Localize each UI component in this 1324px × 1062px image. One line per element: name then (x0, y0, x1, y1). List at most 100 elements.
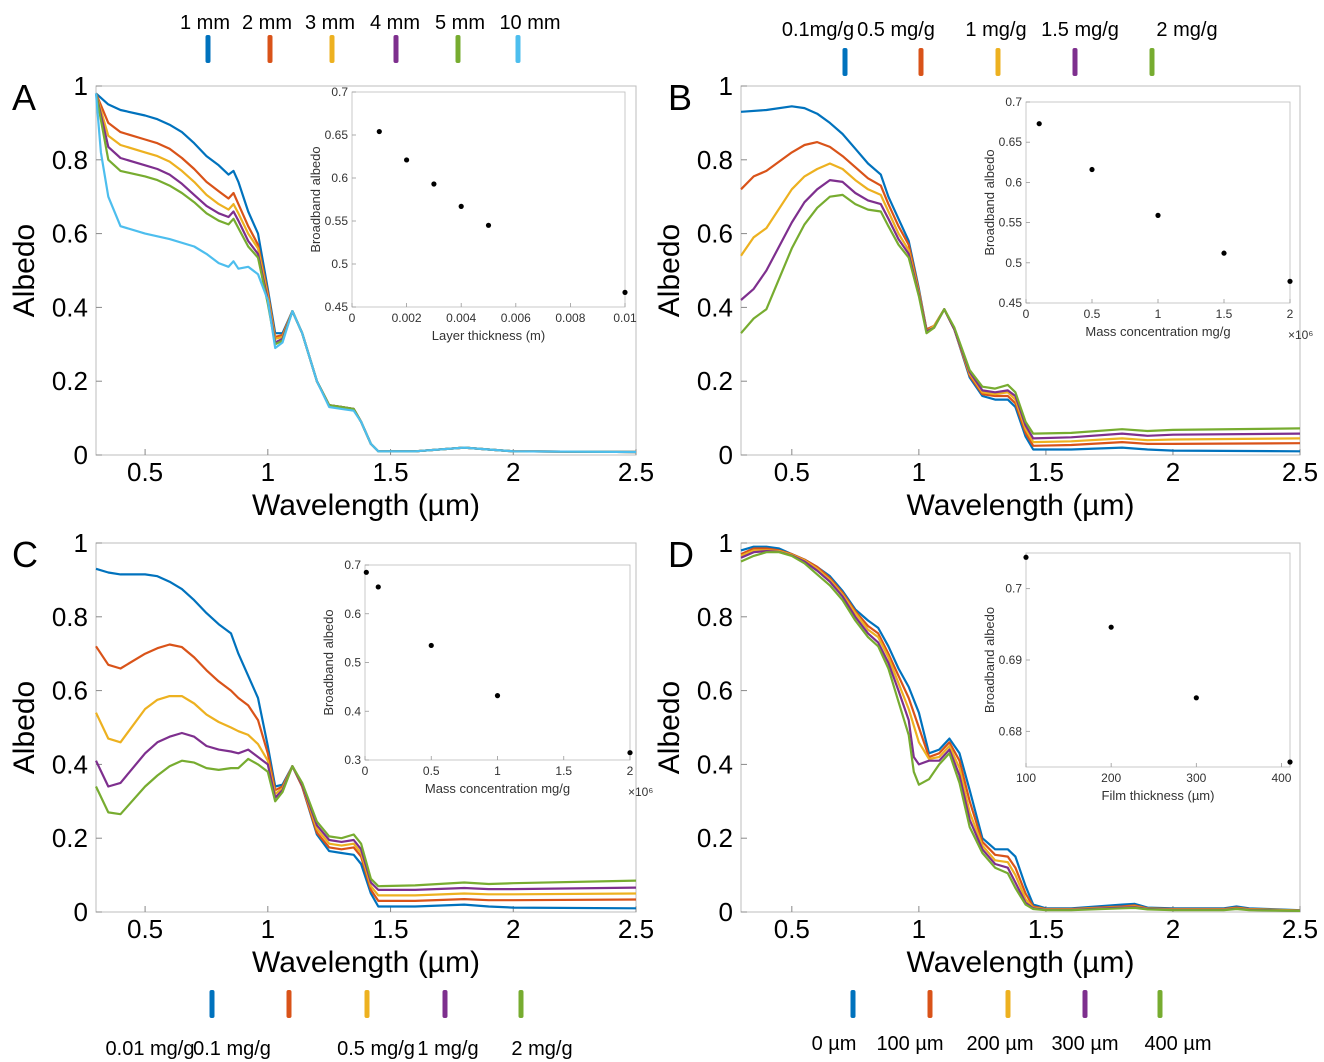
y-tick-label: 0.4 (52, 749, 88, 779)
x-tick-label: 2.5 (618, 914, 654, 944)
inset-plot-area (364, 564, 631, 761)
legend-label: 0.5 mg/g (337, 1038, 415, 1060)
y-tick-label: 0.8 (697, 145, 733, 175)
y-tick-label: 1 (719, 528, 733, 558)
inset-data-point (494, 693, 501, 699)
inset-y-tick-label: 0.3 (344, 753, 361, 767)
x-tick-label: 1 (912, 457, 926, 487)
y-tick-label: 0.8 (697, 602, 733, 632)
legend-label: 0 µm (812, 1033, 857, 1055)
inset-data-point (1155, 212, 1161, 218)
x-axis-title: Wavelength (µm) (252, 489, 480, 522)
x-tick-label: 2 (1166, 457, 1180, 487)
inset-x-tick-label: 0.5 (1084, 307, 1101, 321)
inset-y-tick-label: 0.7 (344, 558, 361, 572)
inset-x-tick-label: 100 (1016, 771, 1036, 785)
legend-label: 0.1 mg/g (193, 1038, 271, 1060)
x-tick-label: 1 (261, 914, 275, 944)
x-tick-label: 2 (1166, 914, 1180, 944)
legend-label: 0.1mg/g (782, 19, 854, 41)
x-tick-label: 0.5 (127, 457, 163, 487)
inset-data-point (1221, 250, 1227, 256)
inset-data-point (1023, 554, 1029, 560)
y-tick-label: 0.2 (52, 366, 88, 396)
inset-y-axis-title: Broadband albedo (308, 146, 323, 252)
inset-x-multiplier: ×10⁶ (1288, 328, 1313, 342)
legend-label: 3 mm (305, 12, 355, 34)
x-tick-label: 1.5 (1028, 914, 1064, 944)
inset-y-tick-label: 0.7 (1005, 582, 1022, 596)
inset-data-point (1036, 121, 1042, 127)
x-tick-label: 1.5 (372, 914, 408, 944)
y-axis-title: Albedo (8, 224, 41, 317)
legend-label: 2 mg/g (1156, 19, 1217, 41)
inset-x-axis-title: Mass concentration mg/g (1085, 324, 1230, 339)
inset-y-tick-label: 0.6 (1005, 175, 1022, 189)
y-tick-label: 0.6 (52, 676, 88, 706)
x-tick-label: 2.5 (1282, 457, 1318, 487)
inset-y-axis-title: Broadband albedo (982, 607, 997, 713)
inset-y-tick-label: 0.65 (325, 128, 349, 142)
legend-swatch (455, 35, 461, 63)
legend-label: 400 µm (1144, 1033, 1211, 1055)
legend-label: 100 µm (876, 1033, 943, 1055)
legend-swatch (1005, 990, 1011, 1018)
inset-y-tick-label: 0.55 (325, 214, 349, 228)
inset-data-point (1193, 695, 1199, 701)
x-tick-label: 0.5 (774, 914, 810, 944)
inset-data-point (622, 289, 628, 295)
inset-x-tick-label: 0.008 (555, 311, 585, 325)
inset-x-tick-label: 0 (1023, 307, 1030, 321)
x-axis-title: Wavelength (µm) (252, 946, 480, 979)
y-tick-label: 1 (74, 528, 88, 558)
inset-y-tick-label: 0.65 (999, 135, 1023, 149)
legend-label: 5 mm (435, 12, 485, 34)
legend-swatch (329, 35, 335, 63)
legend-swatch (850, 990, 856, 1018)
inset-data-point (428, 642, 434, 649)
inset-y-tick-label: 0.6 (344, 607, 361, 621)
inset-x-tick-label: 0 (362, 764, 369, 778)
inset-x-tick-label: 400 (1271, 771, 1291, 785)
inset-x-tick-label: 0.5 (423, 764, 440, 778)
series-line-5 (740, 193, 1301, 435)
inset-x-tick-label: 0 (349, 311, 356, 325)
inset-x-tick-label: 0.004 (446, 311, 476, 325)
inset-x-tick-label: 300 (1186, 771, 1206, 785)
y-tick-label: 0 (74, 897, 88, 927)
inset-y-axis-title: Broadband albedo (321, 609, 336, 715)
legend-swatch (1149, 48, 1155, 76)
legend-label: 10 mm (499, 12, 560, 34)
inset-x-axis-title: Layer thickness (m) (432, 328, 545, 343)
inset-plot-area (1025, 552, 1291, 768)
legend-label: 0.5 mg/g (857, 19, 935, 41)
inset-x-tick-label: 0.002 (392, 311, 422, 325)
legend-label: 1 mm (180, 12, 230, 34)
inset-y-tick-label: 0.69 (999, 653, 1023, 667)
inset-y-tick-label: 0.4 (344, 704, 361, 718)
inset-plot-area (351, 91, 626, 308)
y-tick-label: 0.4 (697, 292, 733, 322)
legend-swatch (205, 35, 211, 63)
y-tick-label: 1 (74, 71, 88, 101)
y-tick-label: 0.6 (697, 219, 733, 249)
inset-y-tick-label: 0.5 (331, 257, 348, 271)
x-tick-label: 0.5 (774, 457, 810, 487)
inset-y-tick-label: 0.45 (325, 300, 349, 314)
inset-x-axis-title: Mass concentration mg/g (425, 781, 570, 796)
legend-swatch (442, 990, 448, 1018)
inset-x-tick-label: 2 (1287, 307, 1294, 321)
x-tick-label: 1 (912, 914, 926, 944)
x-tick-label: 2 (506, 914, 520, 944)
x-axis-title: Wavelength (µm) (907, 946, 1135, 979)
y-axis-title: Albedo (653, 224, 686, 317)
y-tick-label: 0 (719, 897, 733, 927)
y-tick-label: 0 (74, 440, 88, 470)
legend-swatch (364, 990, 370, 1018)
inset-x-tick-label: 1 (494, 764, 501, 778)
inset-data-point (627, 750, 633, 756)
inset-y-axis-title: Broadband albedo (982, 149, 997, 255)
inset-y-tick-label: 0.7 (1005, 95, 1022, 109)
inset-y-tick-label: 0.5 (344, 656, 361, 670)
